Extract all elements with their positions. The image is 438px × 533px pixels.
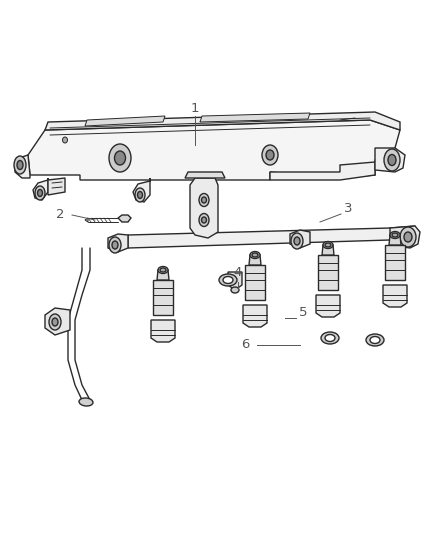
Ellipse shape (198, 214, 208, 227)
Ellipse shape (49, 314, 61, 330)
Text: 6: 6 (240, 338, 249, 351)
Polygon shape (382, 285, 406, 307)
Polygon shape (157, 270, 169, 280)
Polygon shape (45, 112, 399, 130)
Ellipse shape (79, 398, 93, 406)
Ellipse shape (158, 266, 168, 273)
Polygon shape (227, 272, 241, 290)
Ellipse shape (159, 268, 166, 272)
Ellipse shape (293, 237, 299, 245)
Ellipse shape (365, 334, 383, 346)
Text: 3: 3 (343, 201, 351, 214)
Ellipse shape (17, 160, 23, 169)
Polygon shape (248, 255, 261, 265)
Ellipse shape (114, 151, 125, 165)
Ellipse shape (198, 193, 208, 206)
Polygon shape (243, 305, 266, 327)
Ellipse shape (37, 190, 42, 197)
Ellipse shape (14, 156, 26, 174)
Ellipse shape (265, 150, 273, 160)
Ellipse shape (403, 232, 411, 242)
Ellipse shape (251, 253, 258, 257)
Polygon shape (388, 235, 400, 245)
Polygon shape (133, 178, 150, 202)
Polygon shape (28, 120, 399, 180)
Ellipse shape (261, 145, 277, 165)
Ellipse shape (52, 318, 58, 326)
Polygon shape (151, 320, 175, 342)
Ellipse shape (223, 277, 233, 284)
Text: 4: 4 (233, 266, 242, 279)
Ellipse shape (249, 252, 259, 259)
Polygon shape (184, 172, 225, 178)
Ellipse shape (399, 227, 415, 247)
Ellipse shape (201, 197, 206, 203)
Ellipse shape (320, 332, 338, 344)
Polygon shape (384, 245, 404, 280)
Text: 5: 5 (298, 306, 307, 319)
Polygon shape (389, 226, 419, 248)
Ellipse shape (109, 144, 131, 172)
Polygon shape (108, 234, 128, 252)
Polygon shape (190, 178, 218, 238)
Ellipse shape (219, 274, 237, 286)
Polygon shape (15, 155, 30, 178)
Ellipse shape (387, 155, 395, 166)
Ellipse shape (62, 137, 67, 143)
Polygon shape (85, 116, 165, 126)
Ellipse shape (112, 241, 118, 249)
Ellipse shape (137, 191, 142, 198)
Text: 1: 1 (191, 101, 199, 115)
Polygon shape (269, 162, 374, 180)
Text: 2: 2 (56, 208, 64, 222)
Ellipse shape (324, 243, 330, 247)
Polygon shape (244, 265, 265, 300)
Ellipse shape (383, 149, 399, 171)
Polygon shape (85, 218, 88, 222)
Ellipse shape (201, 217, 206, 223)
Polygon shape (317, 255, 337, 290)
Ellipse shape (322, 241, 332, 248)
Ellipse shape (324, 335, 334, 342)
Ellipse shape (135, 188, 145, 202)
Polygon shape (33, 178, 48, 200)
Ellipse shape (389, 231, 399, 238)
Ellipse shape (109, 237, 121, 253)
Polygon shape (45, 308, 70, 335)
Ellipse shape (230, 287, 238, 293)
Polygon shape (315, 295, 339, 317)
Ellipse shape (391, 233, 397, 237)
Polygon shape (153, 280, 173, 315)
Polygon shape (48, 178, 65, 195)
Polygon shape (290, 230, 309, 248)
Ellipse shape (369, 336, 379, 343)
Polygon shape (118, 215, 131, 222)
Polygon shape (128, 226, 414, 248)
Polygon shape (321, 245, 333, 255)
Polygon shape (374, 148, 404, 172)
Ellipse shape (290, 233, 302, 249)
Polygon shape (200, 113, 309, 122)
Ellipse shape (35, 186, 45, 200)
